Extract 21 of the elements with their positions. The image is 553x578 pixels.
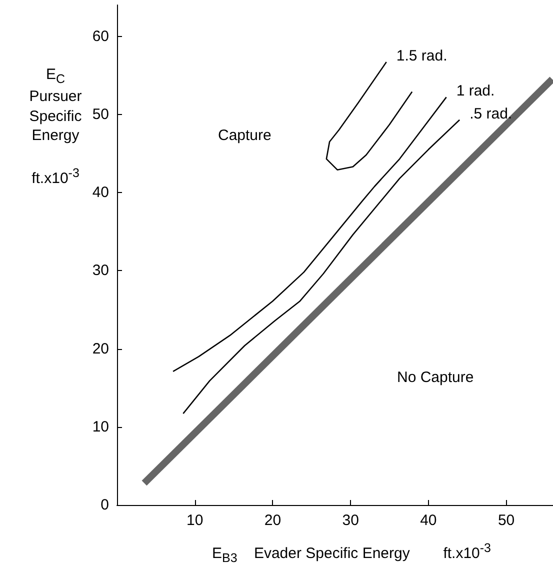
text: E$_{B3}$ Evader Specific Energy ft.x10$^{-3}$ <box>212 541 492 565</box>
series-label: 1.5 rad. <box>396 48 448 65</box>
series-label: .5 rad. <box>470 105 512 122</box>
annotation: No Capture <box>397 369 474 386</box>
line-series <box>326 61 413 170</box>
x-tick-label: 50 <box>498 512 515 529</box>
x-tick-label: 40 <box>420 512 437 529</box>
y-tick-label: 20 <box>92 340 109 358</box>
x-tick-label: 30 <box>342 512 359 529</box>
y-tick-label: 60 <box>92 28 109 45</box>
x-tick-label: 10 <box>186 512 204 529</box>
line-series <box>172 96 447 372</box>
y-tick-label: 40 <box>92 184 109 201</box>
x-tick-label: 20 <box>264 512 282 529</box>
y-tick-label: 30 <box>92 262 109 280</box>
series-label: 1 rad. <box>456 82 495 100</box>
annotation: Capture <box>218 127 272 144</box>
y-tick-label: 50 <box>92 106 109 123</box>
y-tick-label: 0 <box>100 496 109 514</box>
y-tick-label: 10 <box>92 418 109 436</box>
text: E$_{C}$ Pursuer Specific Energy ft.x10$^{-3}$ <box>29 66 82 188</box>
